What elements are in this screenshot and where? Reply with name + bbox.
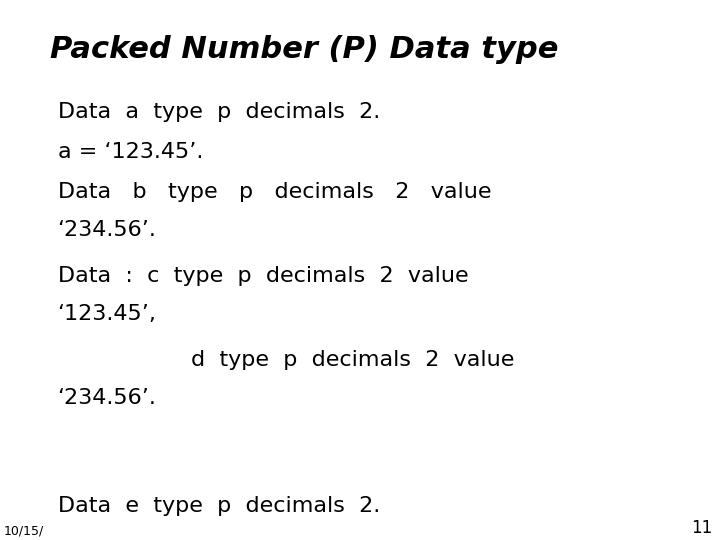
Text: Data  :  c  type  p  decimals  2  value: Data : c type p decimals 2 value [58, 266, 468, 286]
Text: Data  a  type  p  decimals  2.: Data a type p decimals 2. [58, 102, 380, 122]
Text: d  type  p  decimals  2  value: d type p decimals 2 value [191, 350, 514, 370]
Text: ‘123.45’,: ‘123.45’, [58, 304, 156, 324]
Text: a = ‘123.45’.: a = ‘123.45’. [58, 142, 203, 162]
Text: Packed Number (P) Data type: Packed Number (P) Data type [50, 35, 559, 64]
Text: ‘234.56’.: ‘234.56’. [58, 220, 156, 240]
Text: 11: 11 [691, 519, 713, 537]
Text: Data  e  type  p  decimals  2.: Data e type p decimals 2. [58, 496, 380, 516]
Text: Data   b   type   p   decimals   2   value: Data b type p decimals 2 value [58, 183, 491, 202]
Text: 10/15/: 10/15/ [4, 524, 44, 537]
Text: ‘234.56’.: ‘234.56’. [58, 388, 156, 408]
